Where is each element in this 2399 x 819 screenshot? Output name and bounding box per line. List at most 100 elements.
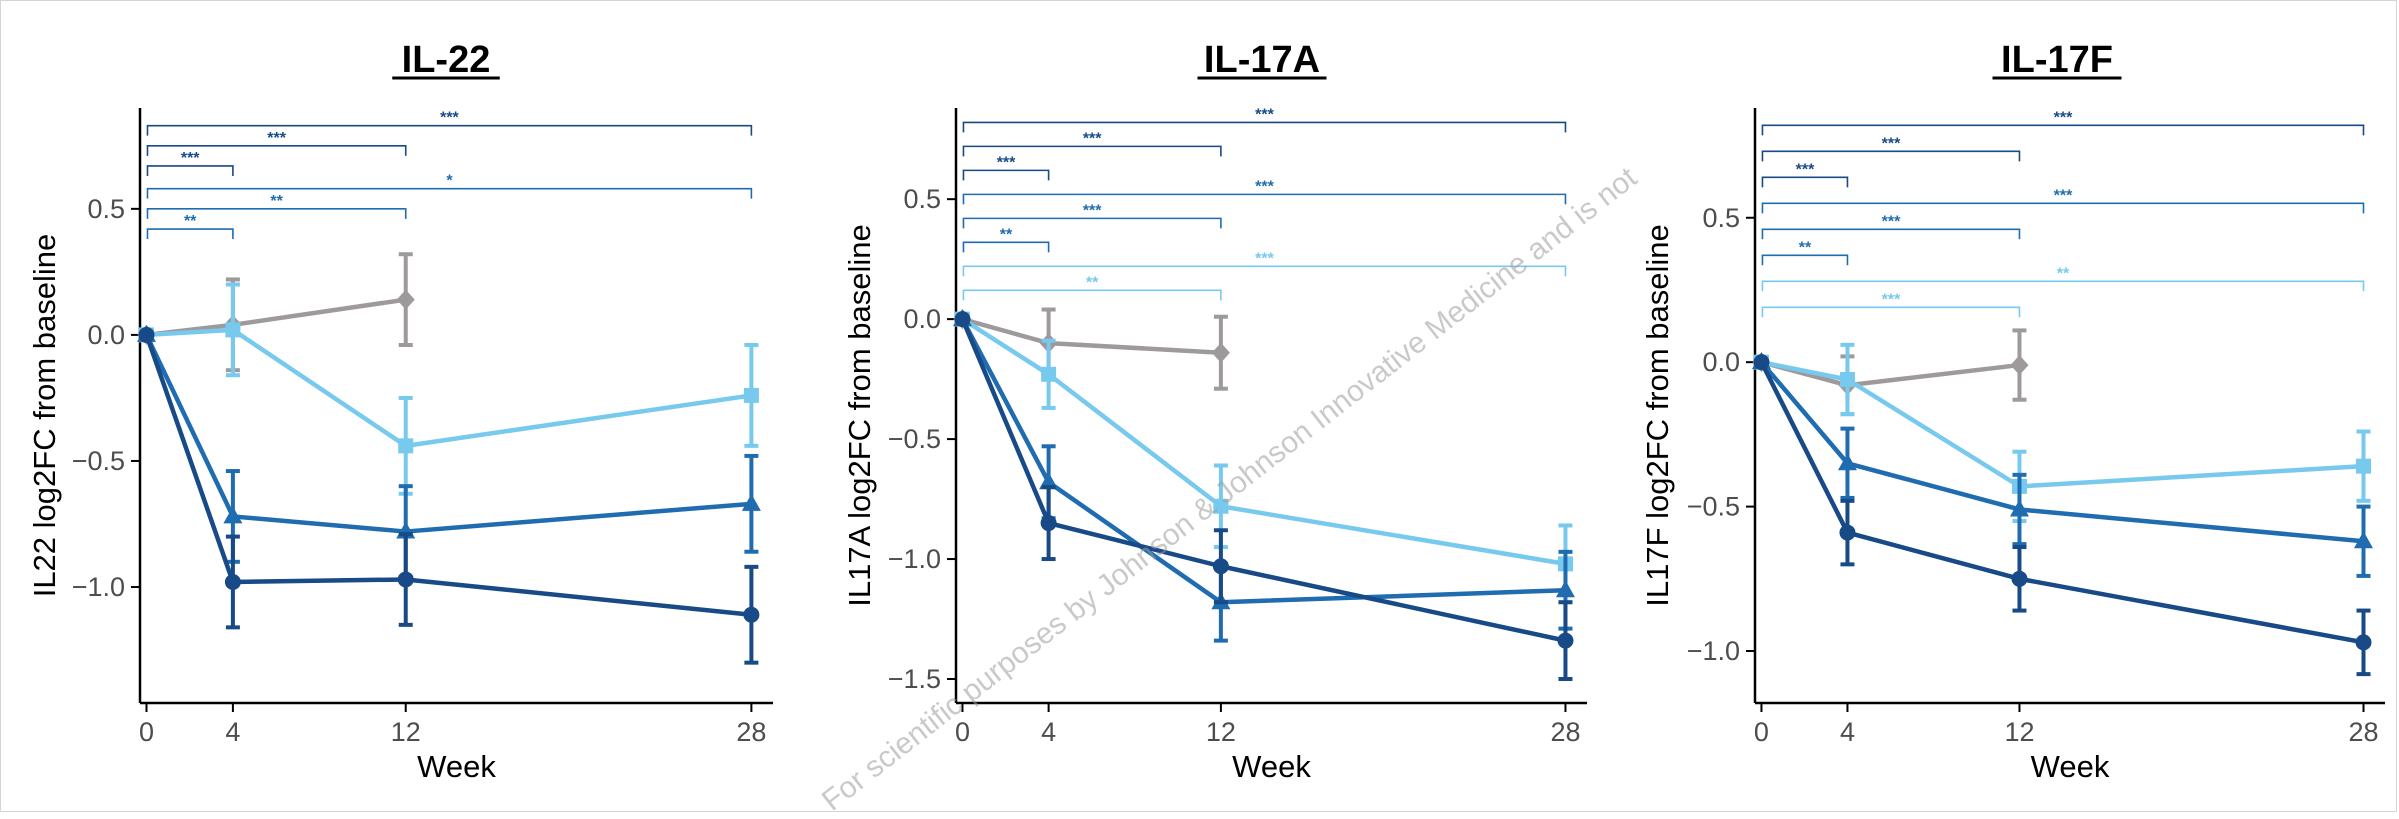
- y-tick-label: −1.5: [888, 664, 941, 694]
- chart-panel-3: IL-17F 0.5 0.0 −0.5 −1.0 0 4 12 28 Week IL17F log2…: [1640, 39, 2385, 784]
- series-diamond: [137, 252, 415, 373]
- series-triangle: [136, 324, 761, 579]
- data-point: [1555, 580, 1575, 598]
- x-tick-label: 12: [2004, 717, 2034, 747]
- data-point: [138, 326, 155, 343]
- data-point: [954, 311, 971, 328]
- data-point: [397, 571, 414, 588]
- significance-label: ***: [2054, 109, 2073, 126]
- y-tick-label: −0.5: [72, 446, 125, 476]
- significance-label: **: [1000, 226, 1013, 243]
- significance-bracket: [1761, 124, 2365, 136]
- significance-bracket: [146, 145, 407, 156]
- x-tick-label: 4: [225, 717, 240, 747]
- chart-title: IL-22: [402, 39, 491, 81]
- chart-title: IL-17F: [2001, 39, 2113, 81]
- y-tick-label: 0.0: [903, 304, 941, 334]
- significance-label: ***: [440, 110, 459, 127]
- significance-label: **: [1086, 274, 1099, 291]
- data-point: [2010, 355, 2029, 376]
- significance-label: *: [446, 173, 453, 190]
- significance-label: ***: [1083, 130, 1102, 147]
- data-point: [1211, 342, 1230, 363]
- data-point: [743, 387, 759, 403]
- data-point: [2355, 458, 2371, 474]
- series-line: [146, 327, 752, 449]
- significance-label: ***: [1882, 135, 1901, 152]
- series-line: [1760, 360, 2020, 388]
- x-tick-label: 4: [1840, 717, 1855, 747]
- data-point: [1213, 498, 1229, 514]
- x-axis-label: Week: [2031, 749, 2110, 784]
- data-point: [223, 506, 243, 524]
- data-point: [2355, 634, 2372, 651]
- x-tick-label: 28: [2348, 717, 2378, 747]
- y-tick-label: −0.5: [888, 424, 941, 454]
- significance-label: **: [184, 213, 197, 230]
- data-point: [741, 493, 761, 511]
- data-point: [396, 289, 415, 310]
- data-point: [1212, 558, 1229, 575]
- data-point: [1839, 524, 1856, 541]
- watermark-text: For scientific purposes by Johnson & Joh…: [816, 161, 1644, 814]
- significance-bracket: [146, 208, 407, 219]
- series-line: [961, 317, 1566, 567]
- y-axis-label: IL17F log2FC from baseline: [1640, 224, 1675, 607]
- chart-panels: IL-22 0.5 0.0 −0.5 −1.0 0 4 12 28 Week IL22 log2FC…: [27, 39, 2385, 784]
- significance-bracket: [1761, 306, 2021, 318]
- chart-title: IL-17A: [1204, 39, 1320, 81]
- x-tick-label: 0: [1754, 717, 1769, 747]
- series-line: [960, 318, 1566, 643]
- chart-panel-2: IL-17A 0.5 0.0 −0.5 −1.0 −1.5 0 4 12 28 Week IL17A …: [842, 39, 1587, 784]
- significance-bracket: [962, 121, 1567, 133]
- significance-label: ***: [1255, 106, 1274, 123]
- y-tick-label: 0.0: [1702, 347, 1740, 377]
- significance-bracket: [962, 217, 1222, 229]
- significance-label: ***: [267, 130, 286, 147]
- chart-panel-1: IL-22 0.5 0.0 −0.5 −1.0 0 4 12 28 Week IL22 log2FC…: [27, 39, 773, 784]
- series-line: [146, 297, 407, 338]
- significance-bracket: [962, 193, 1567, 205]
- series-square: [138, 282, 759, 496]
- significance-bracket: [1761, 150, 2021, 162]
- y-tick-label: −1.0: [1687, 636, 1740, 666]
- y-tick-label: −1.0: [72, 572, 125, 602]
- series-line: [1761, 359, 2364, 489]
- series-line: [961, 316, 1222, 355]
- significance-label: **: [2057, 265, 2070, 282]
- x-tick-label: 28: [1550, 717, 1580, 747]
- data-point: [1839, 372, 1855, 388]
- series-line: [1759, 360, 2364, 544]
- significance-bracket: [146, 228, 234, 240]
- significance-label: **: [270, 193, 283, 210]
- x-tick-label: 12: [391, 717, 421, 747]
- significance-bracket: [1761, 280, 2365, 292]
- series-circle: [1753, 354, 2372, 677]
- series-line: [960, 318, 1566, 605]
- y-tick-label: 0.5: [1702, 203, 1740, 233]
- y-tick-label: −1.0: [888, 544, 941, 574]
- series-circle: [954, 311, 1574, 682]
- series-line: [144, 334, 752, 617]
- data-point: [1041, 366, 1057, 382]
- significance-bracket: [962, 289, 1222, 301]
- data-point: [1753, 354, 1770, 371]
- significance-label: ***: [997, 154, 1016, 171]
- significance-bracket: [1761, 228, 2021, 240]
- data-point: [224, 573, 241, 590]
- data-point: [2353, 531, 2373, 549]
- x-axis-label: Week: [417, 749, 496, 784]
- data-point: [743, 606, 760, 623]
- significance-bracket: [962, 145, 1222, 157]
- significance-bracket: [962, 265, 1567, 277]
- significance-label: ***: [1255, 178, 1274, 195]
- data-point: [2011, 570, 2028, 587]
- series-circle: [138, 326, 760, 665]
- x-tick-label: 0: [139, 717, 154, 747]
- significance-bracket: [146, 124, 753, 136]
- significance-bracket: [146, 165, 234, 176]
- data-point: [1039, 472, 1059, 490]
- significance-label: ***: [1255, 250, 1274, 267]
- x-axis-label: Week: [1232, 749, 1311, 784]
